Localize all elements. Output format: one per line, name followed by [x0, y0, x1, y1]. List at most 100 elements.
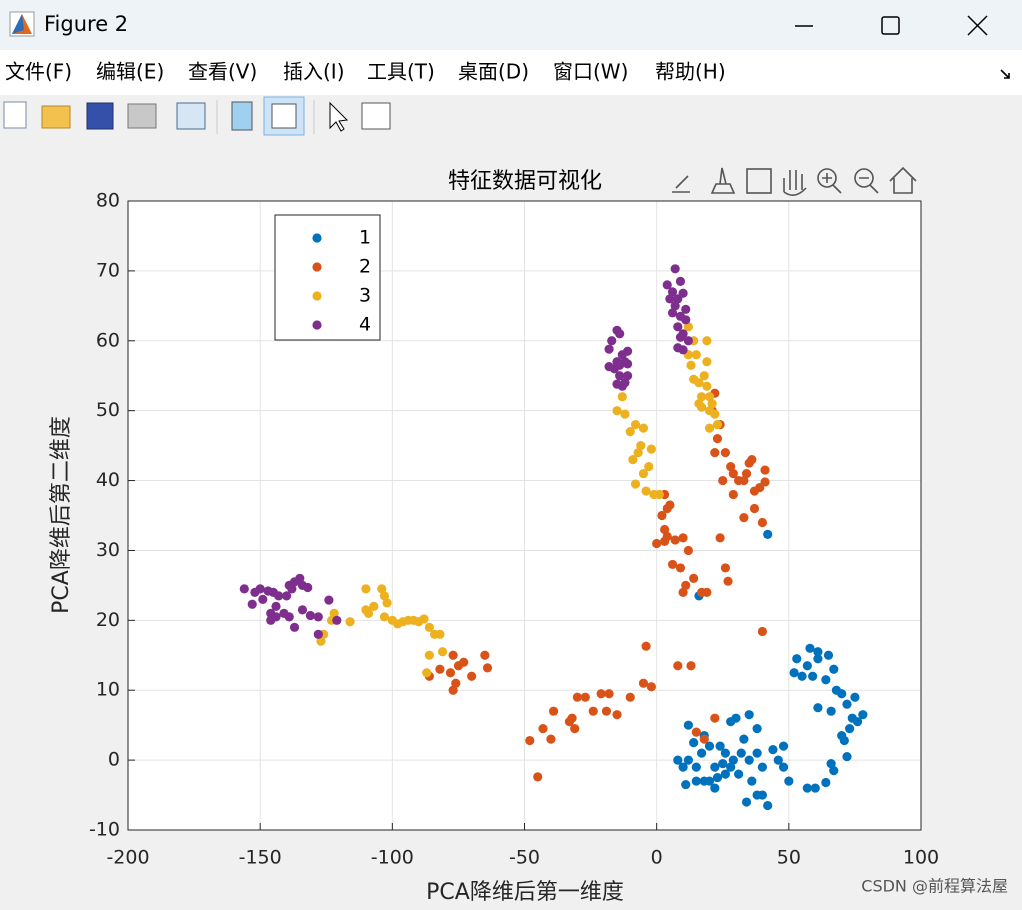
scatter-point: [638, 678, 649, 688]
scatter-point: [747, 776, 757, 786]
menu-item[interactable]: 工具(T): [367, 60, 435, 84]
scatter-point: [773, 755, 783, 765]
scatter-point: [628, 454, 638, 465]
property-button[interactable]: [361, 102, 391, 130]
save-button[interactable]: [86, 102, 114, 130]
scatter-point: [673, 322, 683, 332]
toolbar: [0, 95, 1022, 137]
scatter-point: [739, 475, 749, 486]
home-button[interactable]: [889, 166, 917, 194]
pan-button[interactable]: [783, 170, 807, 196]
menu-item[interactable]: 编辑(E): [96, 60, 164, 84]
y-tick-label: 80: [96, 190, 120, 212]
scatter-point: [683, 545, 693, 556]
scatter-point: [284, 612, 294, 622]
scatter-point: [636, 441, 646, 451]
scatter-point: [596, 689, 606, 699]
scatter-point: [712, 772, 723, 783]
scatter-point: [699, 371, 709, 381]
scatter-point: [622, 371, 633, 381]
scatter-point: [678, 533, 688, 543]
legend-marker: [312, 262, 322, 272]
scatter-point: [662, 280, 672, 290]
menu-item[interactable]: 帮助(H): [655, 60, 726, 84]
scatter-point: [678, 587, 688, 597]
x-tick-label: -200: [106, 847, 149, 869]
new-button[interactable]: [3, 101, 27, 129]
y-tick-label: -10: [89, 819, 120, 841]
scatter-point: [842, 699, 852, 709]
scatter-point: [361, 605, 371, 615]
scatter-point: [813, 654, 823, 664]
menu-item[interactable]: 文件(F): [5, 60, 72, 84]
scatter-point: [683, 322, 693, 332]
scatter-point: [784, 776, 794, 786]
scatter-point: [678, 329, 688, 339]
scatter-point: [567, 713, 577, 723]
title-bar: [0, 0, 1022, 50]
scatter-point: [303, 582, 313, 593]
scatter-point: [271, 612, 281, 622]
axes-toolbar: [672, 166, 917, 196]
scatter-point: [826, 706, 836, 716]
scatter-point: [704, 741, 715, 751]
menu-item[interactable]: 窗口(W): [553, 60, 628, 84]
scatter-point: [710, 783, 720, 793]
scatter-point: [548, 706, 559, 716]
scatter-point: [702, 357, 712, 367]
scatter-point: [675, 276, 686, 286]
legend-box: [274, 214, 381, 341]
scatter-point: [258, 594, 268, 604]
scatter-point: [702, 336, 712, 346]
zoom-out-button[interactable]: [854, 168, 874, 188]
close-button[interactable]: [967, 15, 988, 36]
menu-bar: [0, 50, 1022, 95]
x-tick-label: 50: [777, 847, 801, 869]
link-button[interactable]: [176, 102, 206, 130]
scatter-point: [726, 762, 736, 772]
scatter-point: [728, 468, 738, 479]
scatter-point: [683, 720, 693, 730]
scatter-point: [379, 612, 390, 622]
scatter-point: [829, 664, 839, 674]
legend-marker: [312, 291, 322, 301]
scatter-point: [533, 772, 543, 782]
scatter-point: [728, 489, 738, 500]
scatter-point: [760, 465, 770, 475]
zoom-in-button[interactable]: [817, 168, 837, 188]
menu-item[interactable]: 插入(I): [283, 60, 345, 84]
open-button[interactable]: [41, 105, 71, 129]
insert-button[interactable]: [746, 168, 772, 194]
colorbar-button[interactable]: [231, 101, 253, 131]
scatter-point: [720, 748, 730, 758]
menu-item[interactable]: 查看(V): [188, 60, 257, 84]
print-button[interactable]: [127, 103, 157, 129]
scatter-point: [702, 587, 712, 597]
y-tick-label: 0: [108, 749, 120, 771]
scatter-point: [316, 636, 326, 646]
scatter-point: [604, 689, 614, 699]
scatter-point: [763, 800, 773, 811]
brush-button[interactable]: [672, 175, 690, 193]
scatter-point: [697, 748, 707, 758]
select-button[interactable]: [329, 101, 349, 132]
legend-label: 2: [359, 256, 371, 278]
scatter-point: [710, 448, 720, 458]
scatter-point: [667, 308, 678, 318]
scatter-point: [681, 315, 691, 325]
scatter-point: [678, 762, 688, 772]
scatter-point: [789, 668, 799, 678]
scatter-point: [813, 647, 823, 657]
datatip-button[interactable]: [710, 167, 736, 194]
scatter-point: [467, 671, 477, 681]
menu-item[interactable]: 桌面(D): [458, 60, 529, 84]
maximize-button[interactable]: [881, 16, 900, 35]
y-tick-label: 50: [96, 399, 120, 421]
x-axis-label: PCA降维后第一维度: [426, 880, 624, 905]
scatter-point: [654, 489, 664, 500]
undock-button[interactable]: [1000, 69, 1010, 79]
scatter-point: [694, 378, 704, 388]
scatter-point: [712, 434, 723, 444]
